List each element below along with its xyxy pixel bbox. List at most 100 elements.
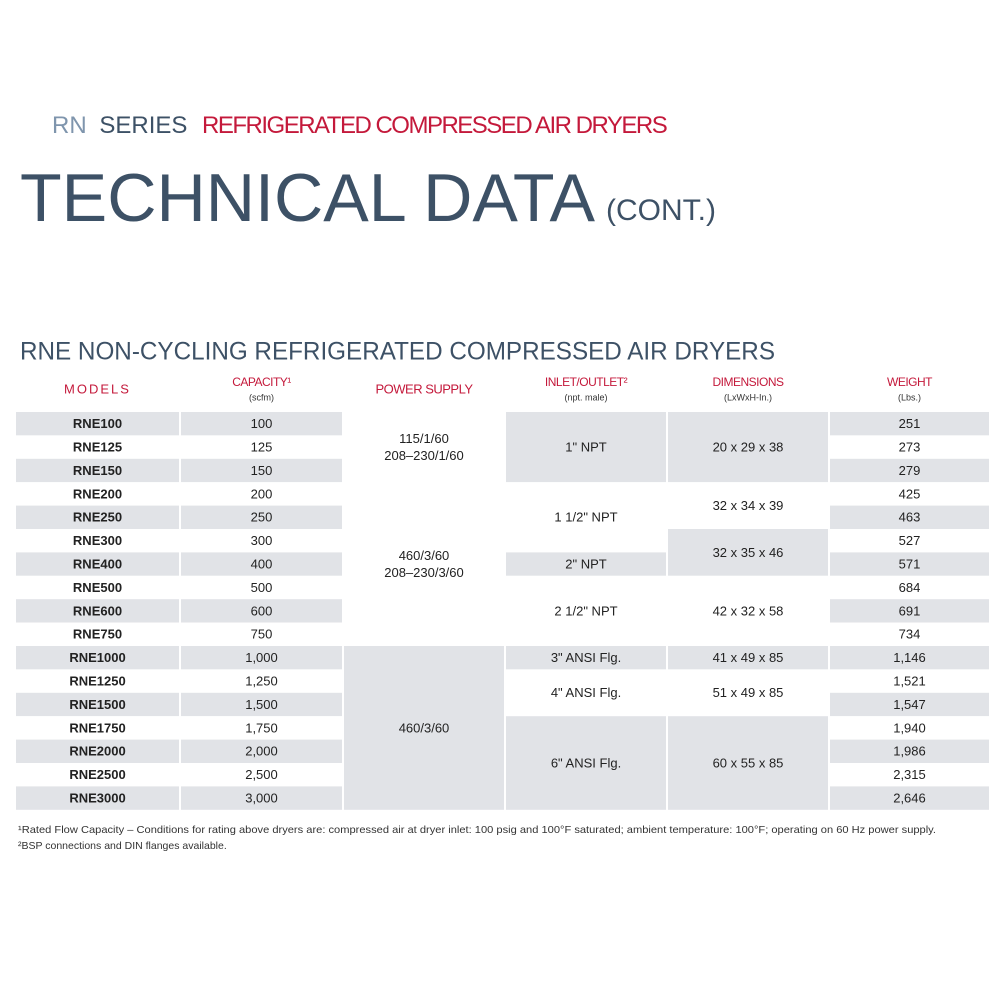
cell-text: 51 x 49 x 85 [713,685,784,700]
cell [181,786,342,810]
cell [506,575,666,646]
cell-text: 460/3/60 [399,548,450,563]
cell-text: 734 [899,627,921,642]
cell [830,575,989,600]
cell [830,458,989,483]
cell [830,505,989,529]
cell-text: 41 x 49 x 85 [713,650,784,665]
model: RNE1000 [69,650,125,665]
cell [181,529,342,553]
cell-text: 6" ANSI Flg. [551,755,621,770]
cell-text: 32 x 35 x 46 [713,545,784,560]
cell-text: 2,315 [893,767,926,782]
cell [181,646,342,670]
cell-text: 1,986 [893,744,926,759]
cell [16,763,179,787]
cell-text: 1,521 [893,674,926,689]
cell-text: 100 [251,416,273,431]
model: RNE3000 [69,791,125,806]
cell [830,716,989,740]
cell-text: 42 x 32 x 58 [713,603,784,618]
cell [16,622,179,646]
cell [668,575,828,646]
model: RNE750 [73,627,122,642]
cell-text: 684 [899,580,921,595]
table-title: RNE NON-CYCLING REFRIGERATED COMPRESSED … [20,338,775,366]
column-header: WEIGHT [887,375,933,389]
column-header: INLET/OUTLET² [545,375,628,389]
cell-text: 200 [251,486,273,501]
cell-text: 1,940 [893,720,926,735]
cell-text: 32 x 34 x 39 [713,498,784,513]
cell-text: 3" ANSI Flg. [551,650,621,665]
series-word: SERIES [99,112,187,139]
cell [16,505,179,529]
cell-text: 600 [251,603,273,618]
cell [181,482,342,506]
cell-text: 1,500 [245,697,278,712]
cell [506,669,666,717]
cell-text: 208–230/3/60 [384,565,464,580]
cell-text: 4" ANSI Flg. [551,685,621,700]
cell-text: 273 [899,440,921,455]
model: RNE100 [73,416,122,431]
series-line: RN SERIES REFRIGERATED COMPRESSED AIR DR… [52,112,667,139]
cell-text: 1,750 [245,720,278,735]
cell [830,529,989,553]
column-header: POWER SUPPLY [375,381,473,396]
cell-text: 115/1/60 [399,431,449,446]
cell [16,435,179,459]
cell [830,669,989,693]
model: RNE250 [73,510,122,525]
column-unit: (LxWxH-In.) [724,392,772,402]
cell [830,739,989,763]
cell [506,482,666,553]
cell-text: 1 1/2" NPT [554,510,617,525]
cell-text: 1,547 [893,697,926,712]
cell-text: 500 [251,580,273,595]
cell [181,575,342,600]
cell-text: 691 [899,603,921,618]
cell-text: 208–230/1/60 [384,448,464,463]
title-suffix: (CONT.) [606,194,716,227]
cell [16,575,179,600]
cell [16,458,179,483]
cell-text: 425 [899,486,921,501]
cell-text: 250 [251,510,273,525]
cell [830,786,989,810]
model: RNE1250 [69,674,125,689]
cell-text: 125 [251,440,273,455]
cell [181,505,342,529]
cell-text: 2 1/2" NPT [554,603,617,618]
cell [181,669,342,693]
cell [830,482,989,506]
cell [16,786,179,810]
cell [16,412,179,436]
cell [668,716,828,810]
cell [830,435,989,459]
cell-text: 2,646 [893,791,926,806]
subtitle: REFRIGERATED COMPRESSED AIR DRYERS [202,112,667,139]
model: RNE125 [73,440,122,455]
cell-text: 1,146 [893,650,926,665]
cell-text: 750 [251,627,273,642]
cell [181,412,342,436]
model: RNE600 [73,603,122,618]
cell [830,412,989,436]
cell [506,716,666,810]
cell [181,716,342,740]
cell [16,552,179,576]
cell-text: 279 [899,463,921,478]
cell [16,599,179,623]
cell [506,552,666,576]
cell [16,482,179,506]
cell-text: 300 [251,533,273,548]
column-header: CAPACITY¹ [232,375,291,389]
cell [181,763,342,787]
cell [16,646,179,670]
cell [181,739,342,763]
cell-text: 460/3/60 [399,720,450,735]
model: RNE2500 [69,767,125,782]
model: RNE400 [73,557,122,572]
